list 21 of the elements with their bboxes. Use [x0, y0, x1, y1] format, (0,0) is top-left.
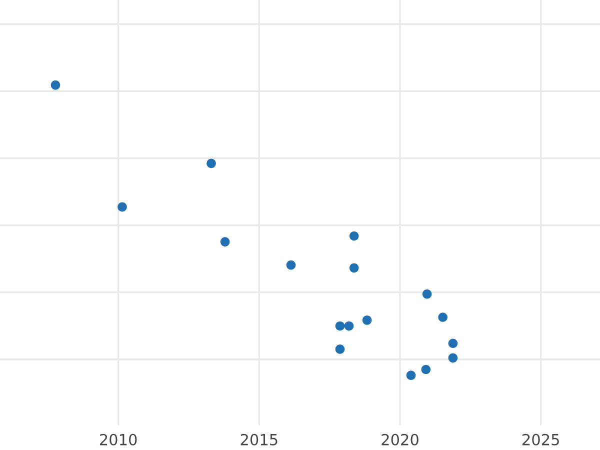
point — [335, 344, 345, 354]
point — [344, 321, 354, 331]
x-tick-label: 2015 — [240, 434, 278, 446]
point — [349, 231, 359, 241]
point — [335, 321, 345, 331]
point — [362, 316, 372, 325]
point — [349, 263, 359, 273]
point — [422, 289, 432, 299]
x-tick-label: 2020 — [382, 434, 418, 446]
point — [220, 237, 230, 246]
point — [448, 338, 458, 348]
point — [286, 260, 296, 270]
x-tick-label: 2025 — [522, 434, 559, 446]
point — [50, 80, 60, 90]
point — [421, 364, 431, 374]
point — [406, 370, 416, 380]
point — [448, 353, 458, 363]
x-tick-label: 2010 — [100, 434, 137, 446]
point — [118, 202, 127, 212]
point — [206, 158, 216, 168]
point — [438, 312, 448, 322]
